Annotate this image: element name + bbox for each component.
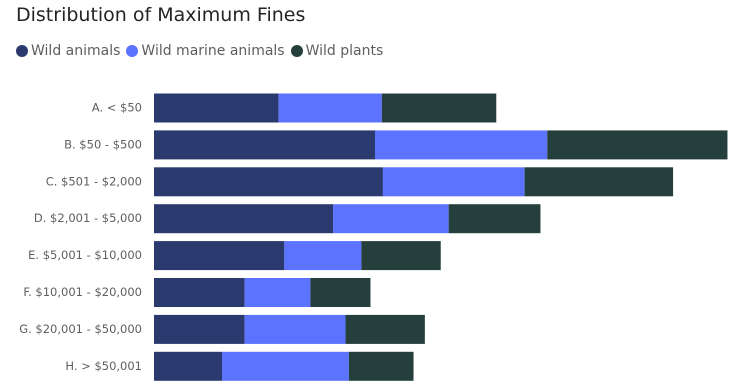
legend-item-wild-marine-animals[interactable]: Wild marine animals bbox=[126, 43, 285, 59]
category-label: A. < $50 bbox=[92, 101, 142, 115]
legend: Wild animals Wild marine animals Wild pl… bbox=[16, 41, 389, 61]
bar-segment-wild-animals[interactable] bbox=[154, 314, 245, 344]
bar-segment-wild-marine-animals[interactable] bbox=[222, 351, 349, 381]
bar-segment-wild-animals[interactable] bbox=[154, 93, 279, 123]
category-label: H. > $50,001 bbox=[65, 359, 142, 373]
legend-item-wild-animals[interactable]: Wild animals bbox=[16, 43, 120, 59]
bar-segment-wild-marine-animals[interactable] bbox=[284, 241, 362, 271]
category-label: F. $10,001 - $20,000 bbox=[23, 285, 142, 299]
bar-segment-wild-marine-animals[interactable] bbox=[375, 130, 548, 160]
bar-segment-wild-animals[interactable] bbox=[154, 167, 383, 197]
bar-segment-wild-animals[interactable] bbox=[154, 278, 245, 307]
legend-item-wild-plants[interactable]: Wild plants bbox=[290, 43, 384, 59]
category-label: E. $5,001 - $10,000 bbox=[28, 248, 142, 262]
category-label: B. $50 - $500 bbox=[64, 137, 142, 151]
bar-segment-wild-marine-animals[interactable] bbox=[244, 314, 346, 344]
bar-segment-wild-plants[interactable] bbox=[547, 130, 728, 160]
bar-segment-wild-plants[interactable] bbox=[381, 93, 497, 123]
legend-label-wild-marine-animals: Wild marine animals bbox=[141, 43, 285, 59]
bar-segment-wild-marine-animals[interactable] bbox=[244, 278, 311, 307]
category-label: C. $501 - $2,000 bbox=[46, 174, 142, 188]
legend-marker-wild-animals bbox=[16, 45, 28, 57]
category-label: G. $20,001 - $50,000 bbox=[19, 322, 142, 336]
legend-marker-wild-plants bbox=[290, 45, 303, 57]
bar-segment-wild-plants[interactable] bbox=[448, 204, 541, 234]
legend-label-wild-plants: Wild plants bbox=[305, 43, 384, 59]
bar-segment-wild-plants[interactable] bbox=[310, 278, 371, 307]
bar-segment-wild-animals[interactable] bbox=[154, 130, 375, 160]
chart-title: Distribution of Maximum Fines bbox=[16, 4, 306, 26]
bar-segment-wild-plants[interactable] bbox=[348, 351, 414, 381]
bar-segment-wild-plants[interactable] bbox=[524, 167, 674, 197]
bar-segment-wild-animals[interactable] bbox=[154, 351, 222, 381]
bar-segment-wild-marine-animals[interactable] bbox=[278, 93, 382, 123]
bar-segment-wild-plants[interactable] bbox=[361, 241, 441, 271]
bar-segment-wild-marine-animals[interactable] bbox=[382, 167, 525, 197]
bar-segment-wild-animals[interactable] bbox=[154, 204, 334, 234]
bar-segment-wild-animals[interactable] bbox=[154, 241, 285, 271]
bar-segment-wild-plants[interactable] bbox=[345, 314, 425, 344]
legend-marker-wild-marine-animals bbox=[126, 45, 139, 57]
legend-label-wild-animals: Wild animals bbox=[31, 43, 121, 59]
category-label: D. $2,001 - $5,000 bbox=[34, 211, 142, 225]
bar-segment-wild-marine-animals[interactable] bbox=[333, 204, 449, 234]
